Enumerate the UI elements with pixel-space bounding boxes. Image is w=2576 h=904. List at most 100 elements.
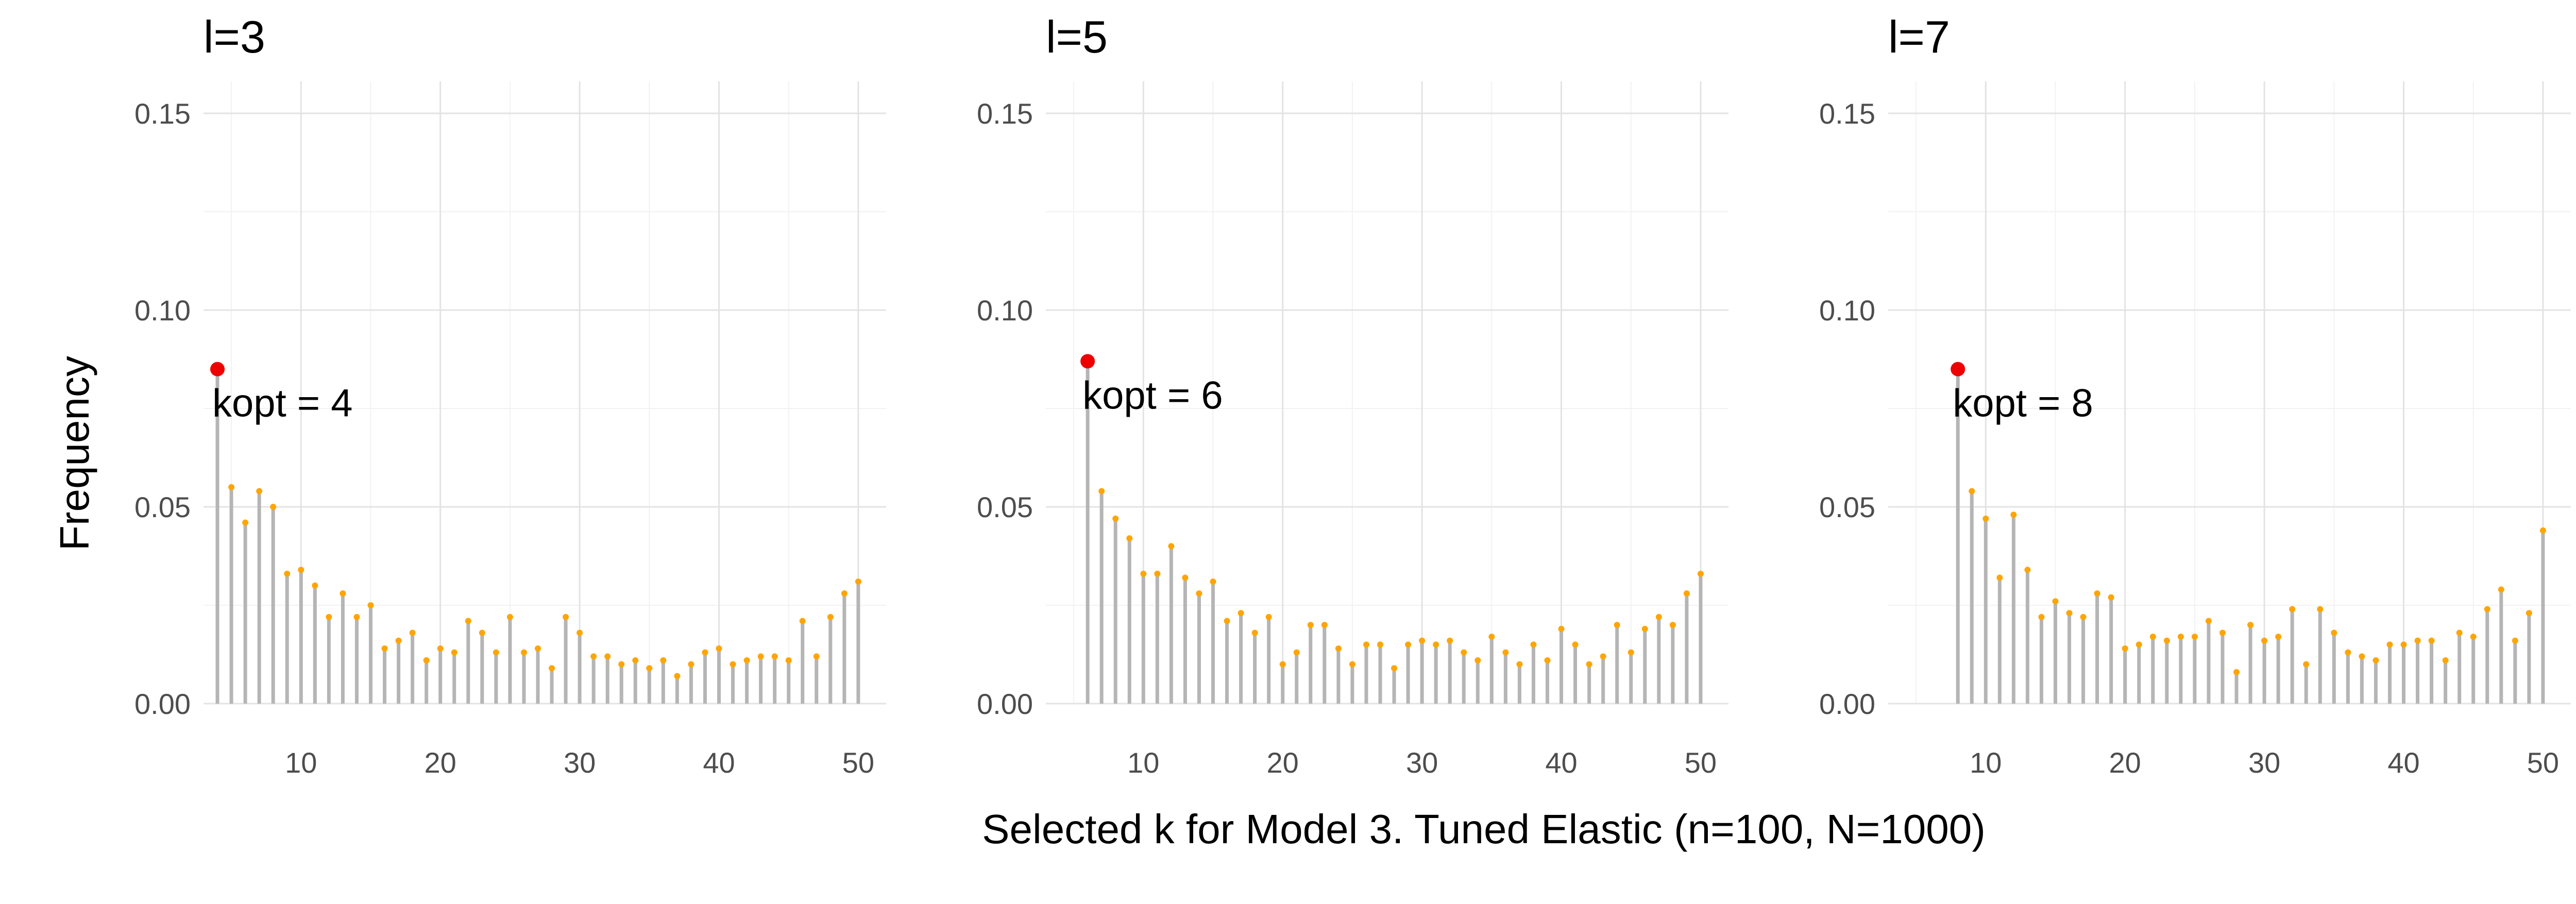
panel-title: l=3	[204, 11, 265, 62]
data-point	[2275, 634, 2282, 640]
x-tick-label: 10	[1970, 746, 2002, 779]
y-tick-label: 0.10	[134, 294, 191, 327]
data-point	[2317, 606, 2324, 612]
data-point	[2052, 598, 2059, 605]
x-axis-title: Selected k for Model 3. Tuned Elastic (n…	[982, 806, 1986, 852]
data-point	[2163, 637, 2170, 644]
data-point	[1112, 515, 1119, 522]
data-point	[340, 590, 346, 597]
data-point	[604, 653, 611, 660]
data-point	[256, 488, 263, 494]
data-point	[646, 665, 653, 672]
x-tick-label: 20	[425, 746, 456, 779]
data-point	[493, 649, 499, 656]
data-point	[813, 653, 820, 660]
data-point	[1614, 622, 1620, 628]
y-axis-title: Frequency	[52, 356, 97, 551]
x-tick-label: 30	[1406, 746, 1438, 779]
data-point	[2191, 634, 2198, 640]
y-tick-label: 0.10	[1819, 294, 1875, 327]
y-tick-label: 0.15	[134, 97, 191, 130]
data-point	[1377, 641, 1383, 648]
y-tick-label: 0.10	[977, 294, 1033, 327]
data-point	[1475, 657, 1481, 663]
x-tick-label: 30	[564, 746, 596, 779]
data-point	[2470, 634, 2477, 640]
data-point	[563, 613, 569, 620]
data-point	[1969, 488, 1975, 494]
data-point	[2359, 653, 2365, 660]
panel-1: 0.00 0.05 0.10 0.15 10 20 30 40 50 l=3 kopt = 4	[134, 11, 886, 779]
x-tick-label: 40	[2387, 746, 2419, 779]
data-point	[326, 613, 332, 620]
data-point	[1572, 641, 1579, 648]
data-point	[2526, 610, 2532, 617]
data-point	[437, 645, 444, 652]
y-tick-label: 0.05	[977, 491, 1033, 523]
data-point	[2498, 586, 2504, 593]
data-point	[1279, 661, 1286, 668]
x-tick-label: 30	[2248, 746, 2280, 779]
data-point	[1140, 570, 1147, 577]
data-point	[479, 629, 485, 636]
data-point	[506, 613, 513, 620]
panel-2: 0.00 0.05 0.10 0.15 10 20 30 40 50 l=5 kopt = 6	[977, 11, 1728, 779]
x-tick-label: 10	[285, 746, 317, 779]
data-point	[743, 657, 750, 663]
x-tick-label: 50	[1685, 746, 1717, 779]
data-point	[423, 657, 430, 663]
data-point	[1168, 543, 1175, 550]
data-point	[2010, 511, 2017, 518]
data-point	[2247, 622, 2254, 628]
data-point	[465, 618, 471, 624]
data-point	[2345, 649, 2351, 656]
data-point	[771, 653, 778, 660]
data-point	[2205, 618, 2212, 624]
panel-title: l=7	[1888, 11, 1950, 62]
data-point	[1391, 665, 1398, 672]
data-point	[785, 657, 792, 663]
data-point	[1447, 637, 1453, 644]
data-point	[1210, 578, 1216, 585]
data-point	[2094, 590, 2100, 597]
data-point	[2414, 637, 2421, 644]
kopt-point	[210, 362, 225, 377]
y-tick-label: 0.05	[1819, 491, 1875, 523]
data-point	[1502, 649, 1509, 656]
data-point	[688, 661, 694, 668]
data-point	[2066, 610, 2073, 617]
data-point	[2428, 637, 2435, 644]
data-point	[451, 649, 457, 656]
data-point	[1196, 590, 1202, 597]
x-tick-label: 20	[2109, 746, 2141, 779]
data-point	[395, 637, 402, 644]
panel-title: l=5	[1046, 11, 1108, 62]
data-point	[2331, 629, 2337, 636]
data-point	[799, 618, 806, 624]
data-point	[674, 673, 681, 679]
data-point	[632, 657, 639, 663]
y-tick-label: 0.00	[134, 688, 191, 720]
kopt-point	[1080, 354, 1095, 369]
data-point	[1433, 641, 1439, 648]
data-point	[1251, 629, 1258, 636]
data-point	[1488, 634, 1495, 640]
data-point	[855, 578, 861, 585]
y-tick-label: 0.00	[977, 688, 1033, 720]
data-point	[367, 602, 374, 608]
data-point	[298, 567, 304, 573]
data-point	[353, 613, 360, 620]
data-point	[2149, 634, 2156, 640]
data-point	[2038, 613, 2045, 620]
data-point	[1335, 645, 1342, 652]
data-point	[284, 570, 291, 577]
data-point	[2122, 645, 2128, 652]
data-point	[618, 661, 625, 668]
data-point	[1586, 661, 1592, 668]
data-point	[1238, 610, 1244, 617]
data-point	[2261, 637, 2268, 644]
data-point	[2303, 661, 2310, 668]
data-point	[577, 629, 583, 636]
data-point	[534, 645, 541, 652]
